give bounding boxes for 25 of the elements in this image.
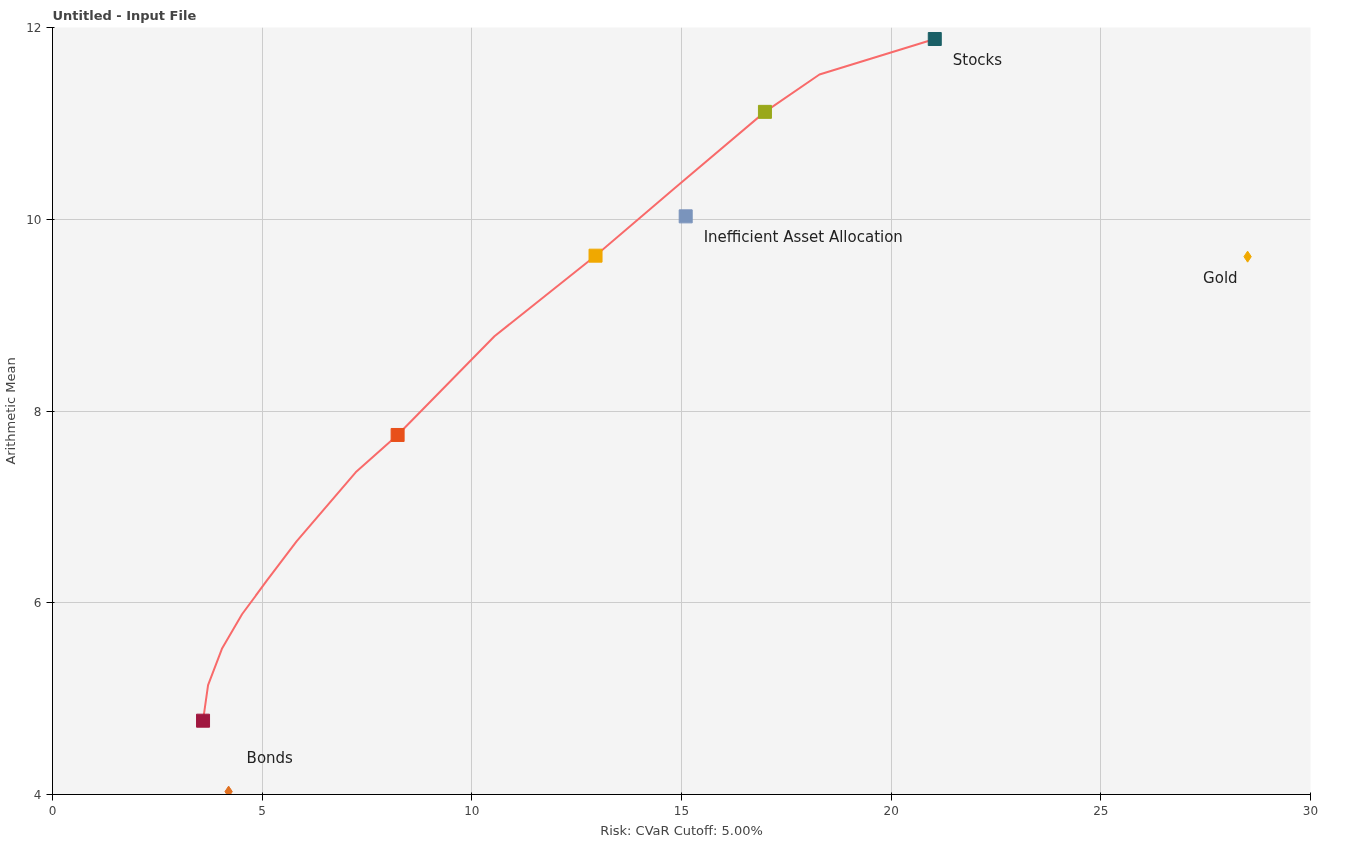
x-tick-label: 15 — [673, 803, 690, 818]
x-tick-label: 0 — [48, 803, 57, 818]
x-tick-label: 10 — [464, 803, 480, 818]
x-axis-title: Risk: CVaR Cutoff: 5.00% — [600, 822, 763, 838]
y-tick-label: 8 — [33, 404, 42, 419]
x-tick-label: 25 — [1093, 803, 1109, 818]
y-tick-label: 12 — [26, 21, 42, 35]
annotation: Stocks — [952, 51, 1003, 70]
x-tick-label: 30 — [1302, 803, 1319, 818]
y-tick-label: 10 — [26, 212, 42, 227]
point — [757, 104, 772, 119]
annotation: Gold — [1203, 268, 1238, 287]
point — [927, 32, 942, 47]
point — [390, 427, 405, 442]
point — [196, 713, 211, 728]
annotation: Inefficient Asset Allocation — [703, 228, 903, 247]
x-tick-label: 20 — [883, 803, 899, 818]
x-tick-label: 5 — [258, 803, 266, 818]
y-axis-title: Arithmetic Mean — [3, 357, 19, 465]
y-tick-label: 4 — [33, 788, 42, 802]
point — [224, 785, 233, 795]
annotation: Bonds — [246, 748, 294, 767]
point — [678, 209, 693, 224]
y-tick-label: 6 — [33, 596, 42, 611]
chart-title: Untitled - Input File — [52, 7, 197, 23]
